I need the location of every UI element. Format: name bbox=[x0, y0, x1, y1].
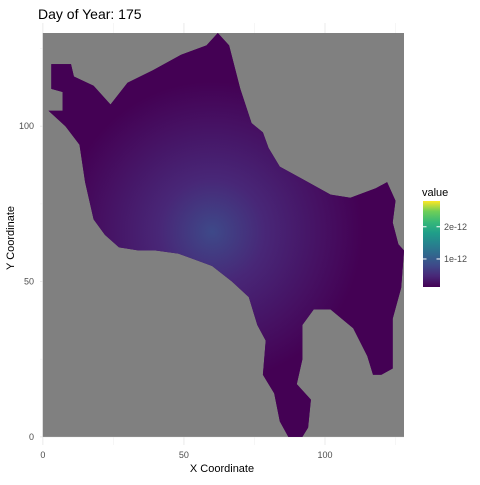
legend-tick-label: 1e-12 bbox=[444, 254, 467, 264]
x-axis-label: X Coordinate bbox=[190, 463, 254, 475]
y-axis-label: Y Coordinate bbox=[5, 206, 17, 270]
legend-title: value bbox=[422, 187, 448, 199]
x-tick-label: 100 bbox=[317, 450, 332, 460]
x-tick-label: 50 bbox=[179, 450, 189, 460]
y-tick-label: 50 bbox=[24, 277, 34, 287]
legend-ticks: 1e-12 2e-12 bbox=[423, 222, 467, 264]
legend: value 1e-12 2e-12 bbox=[422, 187, 467, 287]
x-tick-label: 0 bbox=[40, 450, 45, 460]
legend-colorbar bbox=[423, 201, 440, 287]
y-tick-label: 0 bbox=[29, 432, 34, 442]
chart-title: Day of Year: 175 bbox=[38, 6, 142, 22]
y-axis-ticks: 0 50 100 bbox=[19, 121, 34, 442]
legend-tick-label: 2e-12 bbox=[444, 222, 467, 232]
y-tick-label: 100 bbox=[19, 121, 34, 131]
x-axis-ticks: 0 50 100 bbox=[40, 450, 332, 460]
